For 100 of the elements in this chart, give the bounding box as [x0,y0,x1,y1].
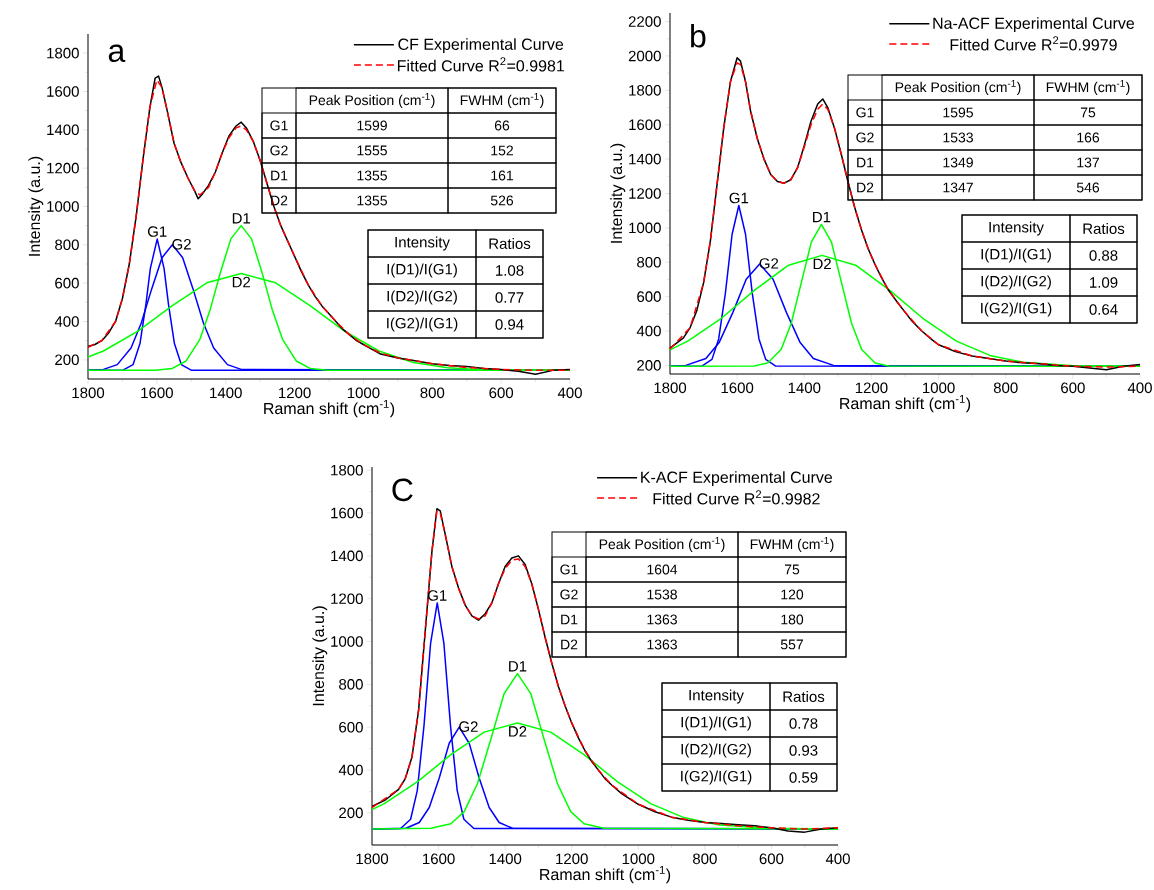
annotation: 1533 [943,132,973,143]
annotation: 66 [494,120,510,131]
annotation: 0.64 [1089,304,1118,315]
y-tick-label: 400 [338,764,363,776]
legend-label: Na-ACF Experimental Curve [933,17,1135,33]
annotation: I(D2)/I(G2) [387,290,457,305]
annotation: 1599 [357,120,387,131]
annotation: I(G2)/I(G1) [981,302,1052,317]
annotation: G2 [459,721,478,732]
y-tick-label: 1800 [47,47,79,59]
annotation: Peak Position (cm$^{-1}$) [599,537,725,552]
annotation: I(G2)/I(G1) [681,770,752,785]
x-tick-label: 1600 [423,853,455,865]
y-tick-label: 800 [55,239,79,251]
annotation: I(D1)/I(G1) [681,716,751,731]
annotation: 180 [781,614,804,625]
y-tick-label: 2200 [628,16,661,27]
legend-label: Fitted Curve R$^{2}$=0.9982 [653,490,820,505]
annotation: 1555 [357,145,387,156]
annotation: 0.88 [1089,250,1118,261]
x-tick-label: 600 [1061,382,1085,394]
annotation: 75 [784,564,800,575]
annotation: 1604 [647,564,678,575]
annotation: 1363 [647,639,677,650]
annotation: G1 [147,226,167,237]
y-axis-title: Intensity (a.u.) [28,156,44,256]
annotation: G1 [560,564,578,575]
x-axis-title: Raman shift (cm$^{-1}$) [840,395,971,413]
annotation: 1538 [647,589,677,600]
annotation: D1 [509,661,527,672]
annotation: Intensity [689,689,744,704]
x-tick-label: 400 [1127,382,1152,394]
x-tick-label: 1400 [210,387,242,399]
chart-title: b [691,24,706,48]
x-tick-label: 1000 [347,387,380,399]
annotation: 75 [1080,107,1096,118]
x-tick-label: 1600 [721,382,754,394]
annotation: 0.77 [495,292,524,303]
annotation: 1595 [943,107,973,118]
y-tick-label: 400 [54,316,79,327]
y-tick-label: 1600 [629,119,661,131]
x-axis-title: Raman shift (cm$^{-1}$) [540,866,671,884]
y-tick-label: 400 [636,325,661,337]
annotation: G1 [856,107,874,118]
y-tick-label: 2000 [628,50,661,62]
annotation: Peak Position (cm$^{-1}$) [895,80,1021,95]
x-tick-label: 1000 [923,382,955,394]
annotation: 1.09 [1090,277,1118,288]
annotation: 0.94 [495,319,524,330]
annotation: I(D2)/I(G2) [681,743,751,758]
x-tick-label: 600 [759,853,784,865]
y-tick-label: 1600 [331,507,363,519]
x-tick-label: 1800 [356,853,389,865]
x-axis-title: Raman shift (cm$^{-1}$) [264,400,395,418]
y-tick-label: 600 [637,291,661,302]
y-tick-label: 1600 [47,86,79,97]
annotation: D1 [813,211,831,223]
annotation: 526 [490,195,514,206]
annotation: D1 [232,213,251,224]
annotation: 0.78 [789,718,818,729]
annotation: I(D1)/I(G1) [981,248,1051,263]
annotation: G2 [759,258,779,269]
y-tick-label: 1000 [47,201,79,212]
y-tick-label: 200 [55,354,79,366]
annotation: 1363 [647,614,677,625]
y-tick-label: 1800 [331,464,363,476]
annotation: 137 [1077,157,1099,168]
y-tick-label: 1400 [331,550,363,562]
legend-label: Fitted Curve R$^{2}$=0.9979 [950,36,1117,51]
annotation: 120 [781,589,804,600]
annotation: I(D2)/I(G2) [981,275,1051,290]
y-tick-label: 600 [55,277,79,289]
annotation: Peak Position (cm$^{-1}$) [309,93,435,108]
x-tick-label: 1200 [556,853,588,865]
x-tick-label: 800 [693,853,717,865]
annotation: G2 [172,239,191,250]
y-tick-label: 800 [637,256,661,268]
annotation: FWHM (cm$^{-1}$) [1046,80,1130,95]
x-tick-label: 600 [489,387,514,399]
y-tick-label: 1000 [629,222,661,234]
annotation: 1347 [943,182,973,193]
x-tick-label: 1800 [72,387,105,399]
annotation: 0.93 [789,745,818,756]
annotation: D1 [857,157,874,168]
annotation: 1355 [357,195,387,206]
annotation: Intensity [989,221,1044,236]
annotation: 546 [1076,182,1100,193]
annotation: I(G2)/I(G1) [387,317,458,332]
legend-label: K-ACF Experimental Curve [641,471,833,487]
annotation: D2 [232,276,251,288]
x-tick-label: 800 [420,387,445,399]
chart-title: C [392,478,413,502]
annotation: I(D1)/I(G1) [387,263,457,278]
annotation: D1 [561,614,578,625]
chart-title: a [108,44,126,63]
annotation: G2 [856,132,874,143]
annotation: D2 [813,258,831,270]
x-tick-label: 1200 [855,382,888,394]
y-tick-label: 800 [339,679,363,690]
annotation: Ratios [489,237,531,249]
